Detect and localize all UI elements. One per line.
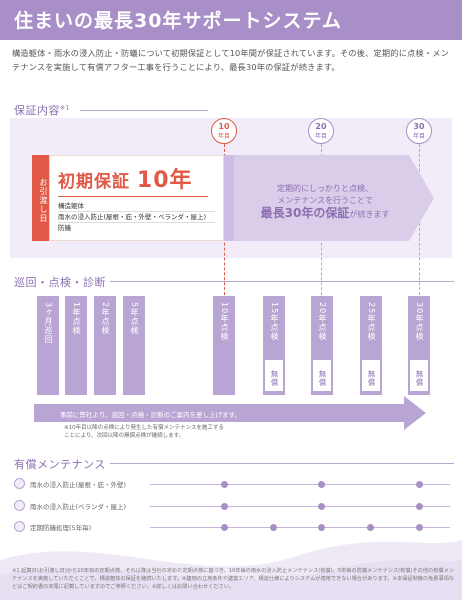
inspection-heading: 巡回・点検・診断 — [14, 276, 106, 289]
year-badge-30: 30 年目 — [406, 118, 432, 144]
free-badge: 無償 — [362, 360, 380, 391]
inspection-col-label: 3ヶ月巡回 — [44, 302, 53, 345]
handover-label: お引渡し日 — [32, 155, 49, 241]
inspection-col: 3ヶ月巡回 — [37, 296, 59, 395]
page-title: 住まいの最長30年サポートシステム — [14, 10, 342, 32]
maintenance-dot — [221, 481, 228, 488]
maintenance-heading: 有償メンテナンス — [14, 458, 106, 471]
maintenance-row-line — [150, 527, 450, 528]
initial-guarantee-title: 初期保証 10年 — [58, 162, 215, 194]
inspection-col-label: 30年点検 — [415, 302, 424, 342]
maintenance-dot — [416, 481, 423, 488]
maintenance-dot — [416, 524, 423, 531]
timeline-arrow — [34, 404, 404, 422]
guarantee-heading-text: 保証内容 — [14, 104, 60, 117]
timeline-arrow-head — [404, 396, 426, 430]
maintenance-dot — [318, 481, 325, 488]
inspection-col: 30年点検無償 — [408, 296, 430, 395]
inspection-col: 15年点検無償 — [263, 296, 285, 395]
extension-tail: が続きます — [349, 210, 390, 219]
row-icon — [14, 500, 25, 511]
maintenance-dot — [221, 503, 228, 510]
free-badge: 無償 — [410, 360, 428, 391]
year-badge-20: 20 年目 — [308, 118, 334, 144]
free-badge: 無償 — [313, 360, 331, 391]
initial-guarantee-box: 初期保証 10年 構造躯体 雨水の浸入防止(屋根・庇・外壁・ベランダ・屋上) 防… — [49, 155, 224, 241]
decorative-wave — [0, 540, 462, 600]
maintenance-dot — [318, 503, 325, 510]
inspection-col-label: 5年点検 — [130, 302, 139, 336]
inspection-note: ※10年目以降の点検により発生した有償メンテナンスを施工することにより、次回以降… — [64, 425, 224, 439]
maintenance-row-label: 雨水の浸入防止(屋根・庇・外壁) — [30, 481, 127, 489]
inspection-col-label: 10年点検 — [220, 302, 229, 342]
maintenance-row-line — [150, 506, 450, 507]
initial-item: 構造躯体 — [58, 201, 215, 212]
maintenance-row-label: 定期防蟻処理(5年毎) — [30, 524, 92, 532]
inspection-col-label: 25年点検 — [367, 302, 376, 342]
maintenance-dot — [367, 524, 374, 531]
maintenance-row-line — [150, 484, 450, 485]
row-icon — [14, 478, 25, 489]
inspection-col-label: 15年点検 — [270, 302, 279, 342]
extension-line-2: メンテナンスを行うことで — [277, 196, 373, 205]
inspection-col: 2年点検 — [94, 296, 116, 395]
inspection-heading-rule — [110, 281, 454, 282]
inspection-col-label: 20年点検 — [318, 302, 327, 342]
maintenance-dot — [318, 524, 325, 531]
year-badge-20-unit: 年目 — [314, 133, 327, 140]
initial-title-prefix: 初期保証 — [58, 172, 130, 192]
extension-text: 定期的にしっかりと点検、 メンテナンスを行うことで 最長30年の保証が続きます — [240, 183, 410, 221]
guarantee-heading: 保証内容※1 — [14, 102, 70, 118]
free-badge: 無償 — [265, 360, 283, 391]
year-badge-10-num: 10 — [218, 122, 230, 131]
inspection-col: 25年点検無償 — [360, 296, 382, 395]
maintenance-row-label: 雨水の浸入防止(ベランダ・屋上) — [30, 503, 127, 511]
initial-title-years: 10年 — [136, 168, 193, 193]
row-icon — [14, 521, 25, 532]
inspection-col-label: 2年点検 — [101, 302, 110, 336]
year-badge-10: 10 年目 — [211, 118, 237, 144]
maintenance-heading-rule — [110, 463, 454, 464]
guarantee-heading-note: ※1 — [60, 104, 70, 112]
footnote: ※1 起算日(お引渡し日)から10年目の定期点検、それ以降は当社の定めた定期点検… — [12, 568, 455, 590]
year-badge-30-unit: 年目 — [412, 133, 425, 140]
intro-text: 構造躯体・雨水の浸入防止・防蟻について初期保証として10年間が保証されています。… — [12, 48, 450, 72]
extension-chevron — [224, 155, 434, 241]
inspection-col: 1年点検 — [65, 296, 87, 395]
year-badge-30-num: 30 — [413, 122, 425, 131]
maintenance-dot — [416, 503, 423, 510]
title-bar: 住まいの最長30年サポートシステム — [0, 0, 462, 40]
inspection-col: 5年点検 — [123, 296, 145, 395]
maintenance-dot — [270, 524, 277, 531]
inspection-col: 10年点検 — [213, 296, 235, 395]
extension-strong: 最長30年の保証 — [260, 206, 350, 220]
maintenance-dot — [221, 524, 228, 531]
initial-item: 防蟻 — [58, 224, 71, 232]
year-badge-10-unit: 年目 — [217, 133, 230, 140]
initial-title-underline — [58, 196, 208, 197]
inspection-col: 20年点検無償 — [311, 296, 333, 395]
timeline-arrow-text: 事前に弊社より、巡回・点検・診断のご案内を差し上げます。 — [60, 411, 241, 419]
inspection-col-label: 1年点検 — [72, 302, 81, 336]
year-badge-20-num: 20 — [315, 122, 327, 131]
guarantee-heading-rule — [80, 110, 208, 111]
initial-item: 雨水の浸入防止(屋根・庇・外壁・ベランダ・屋上) — [58, 212, 215, 223]
extension-line-1: 定期的にしっかりと点検、 — [277, 184, 373, 193]
